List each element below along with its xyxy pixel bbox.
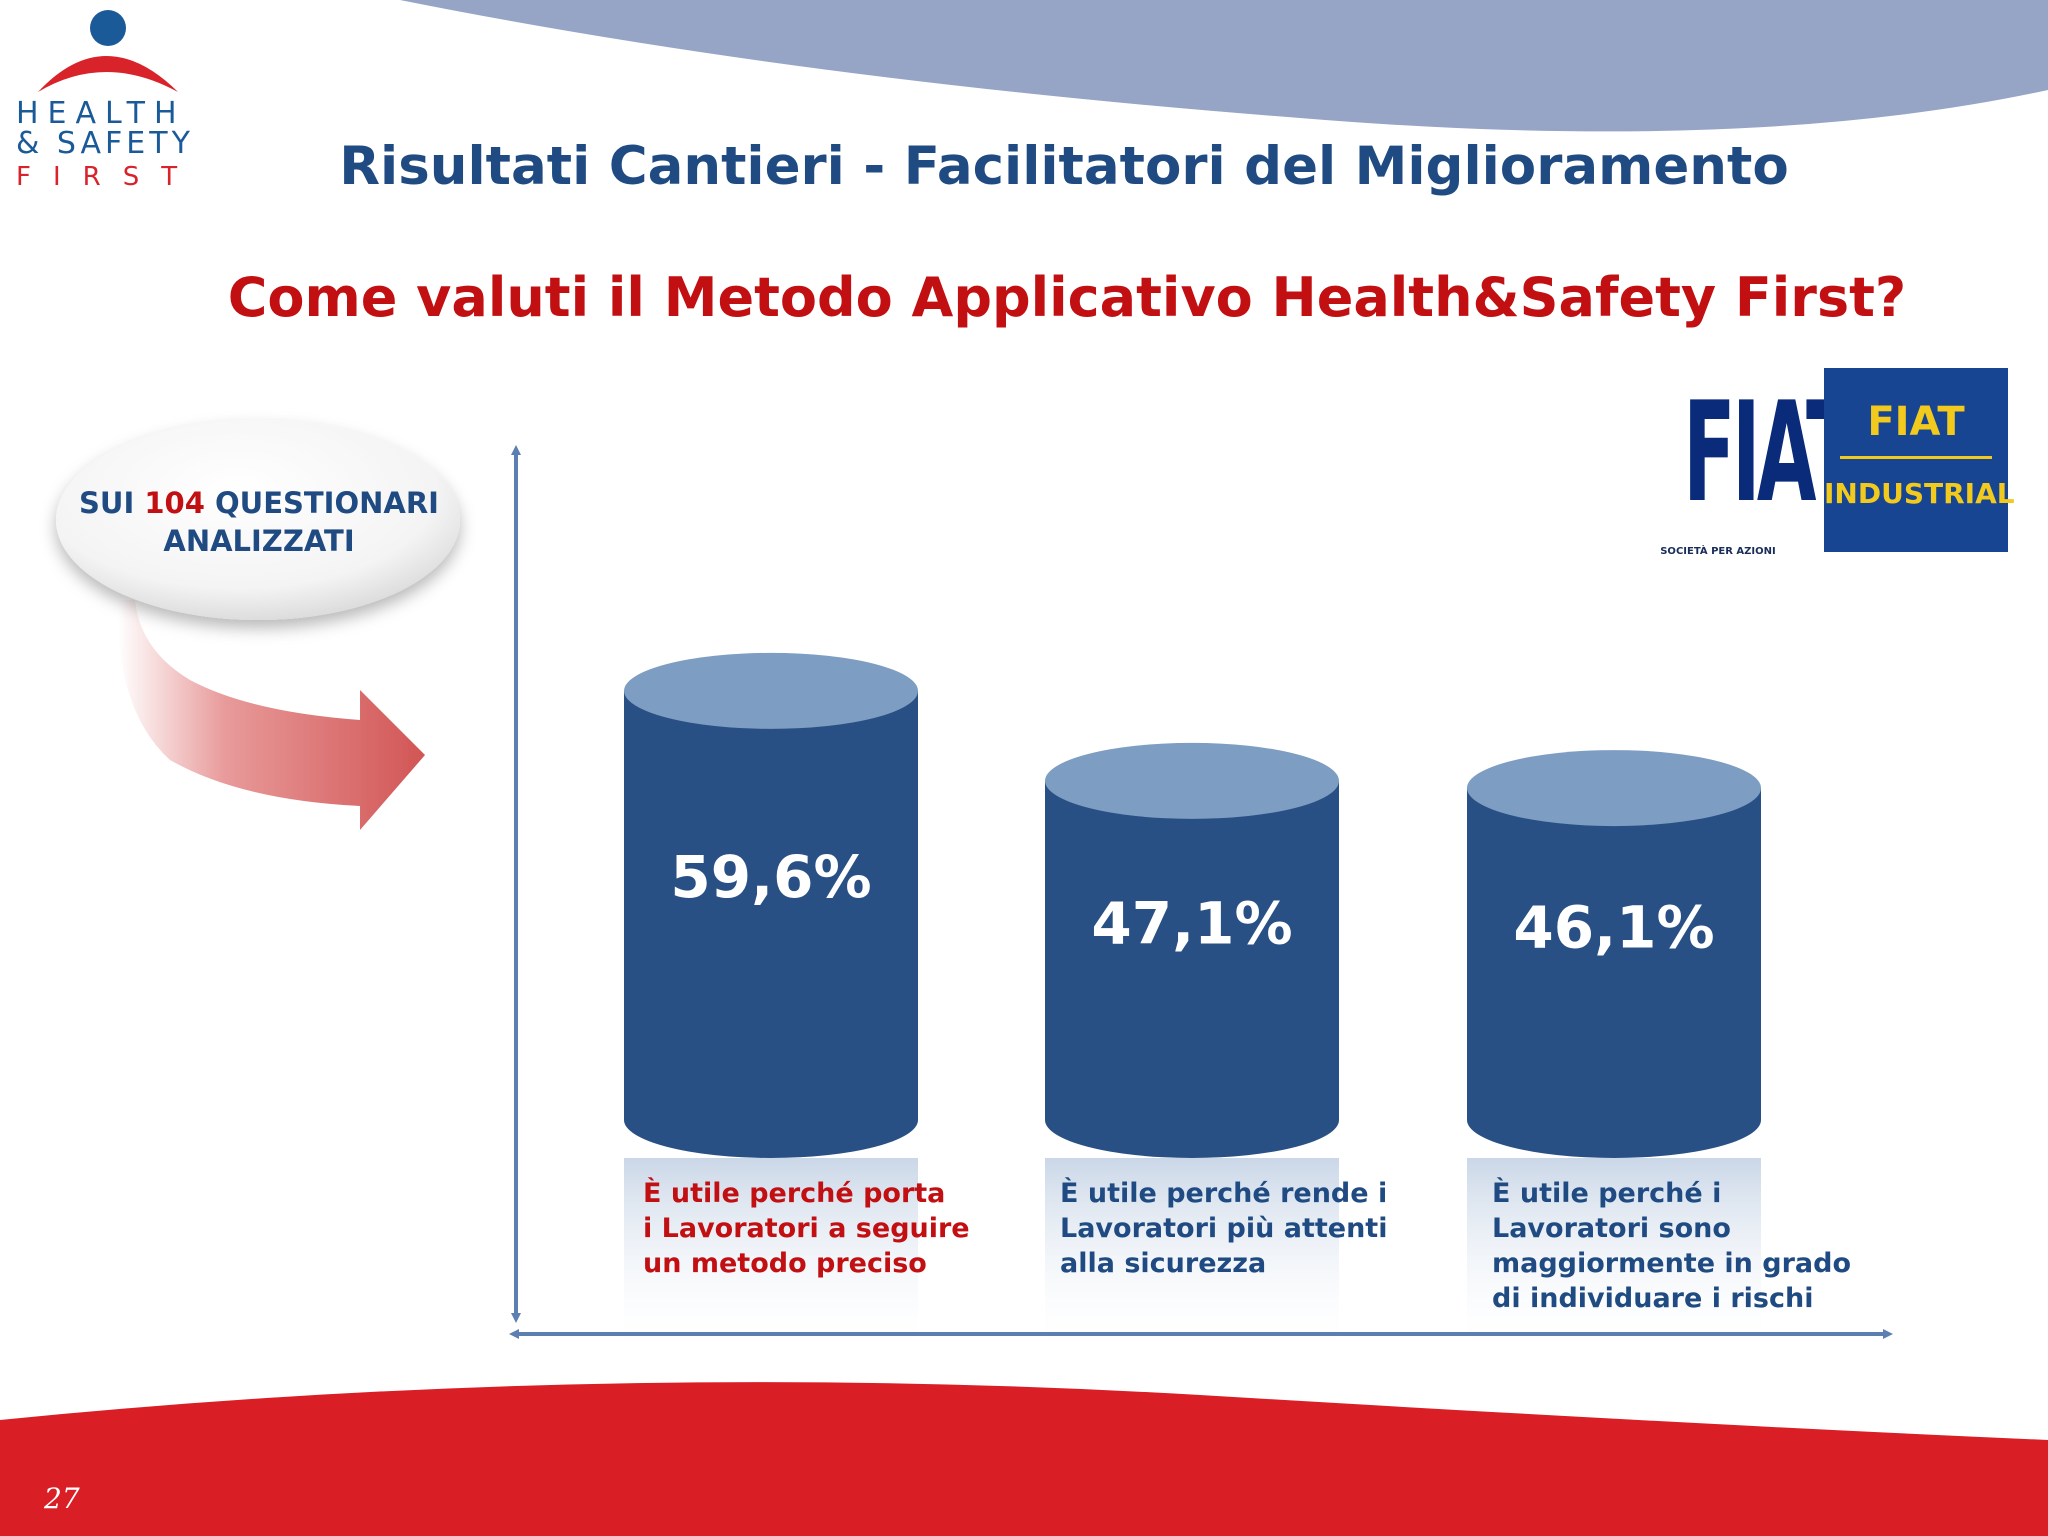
bottom-decorative-band: [0, 1382, 2048, 1536]
fiat-industrial-logo-bottom: INDUSTRIAL: [1824, 477, 2015, 510]
callout-suffix1: QUESTIONARI: [204, 486, 439, 520]
category-label: È utile perché i Lavoratori sono maggior…: [1492, 1178, 1852, 1314]
bar: [1467, 788, 1761, 1120]
bar: [1045, 780, 1339, 1120]
health-safety-logo-icon: [38, 10, 178, 92]
fiat-industrial-logo-top: FIAT: [1867, 399, 1965, 445]
bar-reflection: [624, 1158, 918, 1358]
bar-reflection: [1467, 1158, 1761, 1358]
bar-top: [624, 652, 918, 729]
fiat-logo-caption: SOCIETÀ PER AZIONI: [1660, 546, 1776, 557]
page-number: 27: [44, 1482, 80, 1515]
bar-top: [1045, 742, 1339, 819]
category-label: È utile perché rende i Lavoratori più at…: [1060, 1178, 1388, 1279]
bar-top: [1467, 750, 1761, 827]
logo-text-safety: & SAFETY: [16, 126, 194, 161]
page-title: Risultati Cantieri - Facilitatori del Mi…: [339, 136, 1789, 197]
bar: [624, 690, 918, 1120]
logo-text-first: FIRST: [16, 162, 200, 192]
callout-text: SUI 104 QUESTIONARI ANALIZZATI: [66, 484, 452, 560]
bar-reflection: [1045, 1158, 1339, 1358]
data-label: 46,1%: [1513, 893, 1714, 961]
callout-prefix: SUI: [79, 486, 145, 520]
data-label: 47,1%: [1091, 890, 1292, 958]
callout-bubble: [56, 420, 460, 620]
category-label: È utile perché porta i Lavoratori a segu…: [643, 1178, 970, 1279]
callout-arrow: [117, 600, 426, 830]
top-decorative-band: [400, 0, 2048, 132]
fiat-industrial-logo: FIAT INDUSTRIAL: [1824, 368, 2015, 552]
logo-text-health: HEALTH: [16, 96, 186, 131]
data-label: 59,6%: [670, 843, 871, 911]
callout-number: 104: [144, 486, 205, 520]
callout-suffix2: ANALIZZATI: [163, 524, 355, 558]
fiat-industrial-logo-divider: [1840, 456, 1992, 459]
page-subtitle: Come valuti il Metodo Applicativo Health…: [227, 266, 1907, 329]
